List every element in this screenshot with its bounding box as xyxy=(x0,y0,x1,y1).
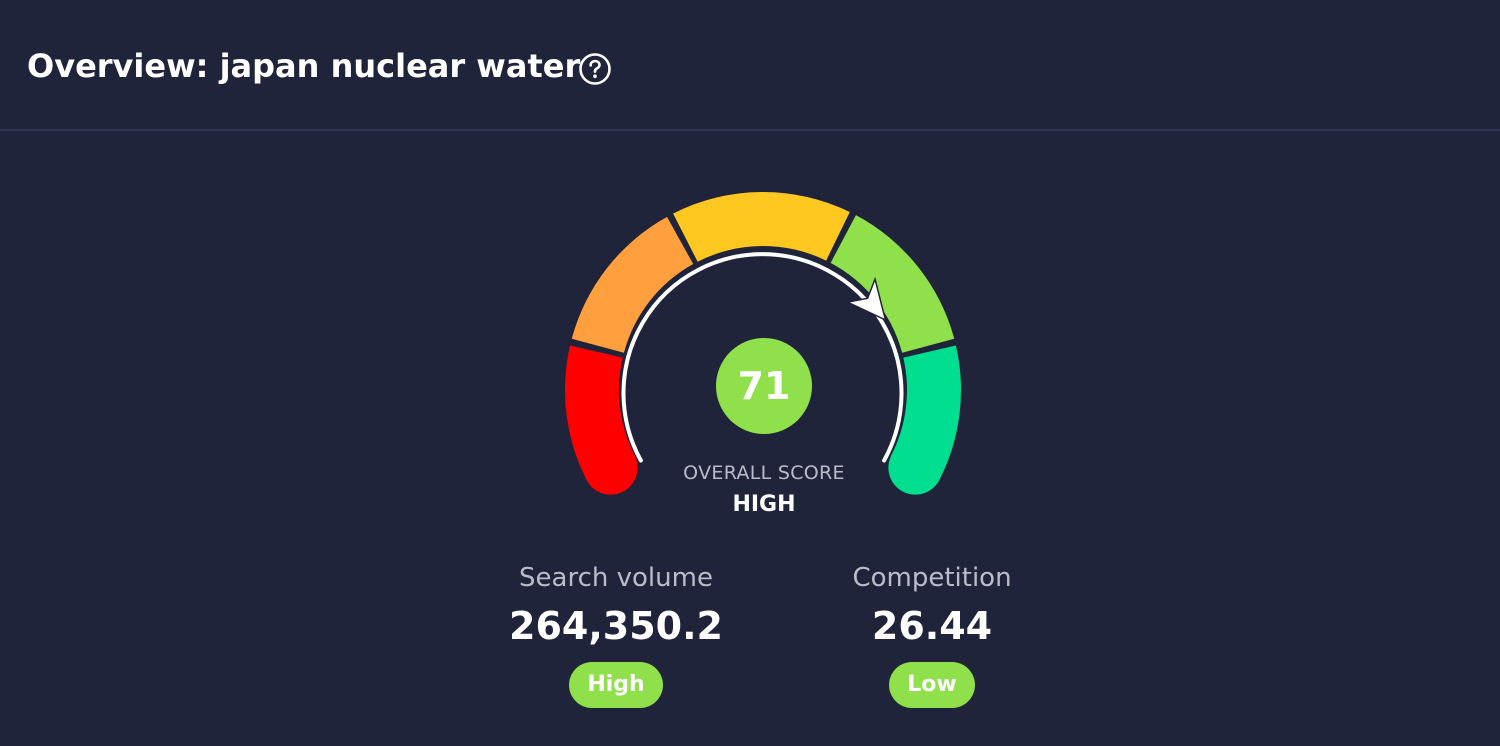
gauge-inner-track xyxy=(621,252,904,463)
competition-metric: Competition 26.44 Low xyxy=(782,562,1082,708)
search-volume-value: 264,350.2 xyxy=(509,604,723,648)
gauge-segment-orange xyxy=(571,216,694,353)
gauge-pointer xyxy=(844,276,887,322)
competition-badge: Low xyxy=(889,662,975,708)
gauge-segment-yellow xyxy=(673,192,850,262)
competition-label: Competition xyxy=(852,563,1012,593)
gauge-segment-lightgreen xyxy=(830,215,955,353)
panel-header: Overview: japan nuclear water xyxy=(0,0,1500,131)
search-volume-metric: Search volume 264,350.2 High xyxy=(466,562,766,708)
score-badge: 71 xyxy=(716,338,812,434)
competition-value: 26.44 xyxy=(871,604,993,648)
page-title: Overview: japan nuclear water xyxy=(27,47,581,85)
gauge-cap-left xyxy=(583,440,638,495)
gauge-segments xyxy=(564,192,962,495)
score-gauge xyxy=(564,192,962,495)
gauge-cap-right xyxy=(888,440,943,495)
search-volume-badge: High xyxy=(569,662,663,708)
question-circle-icon[interactable] xyxy=(578,52,612,86)
score-label: OVERALL SCORE xyxy=(683,462,845,484)
search-volume-label: Search volume xyxy=(519,563,713,593)
score-level: HIGH xyxy=(732,492,796,517)
